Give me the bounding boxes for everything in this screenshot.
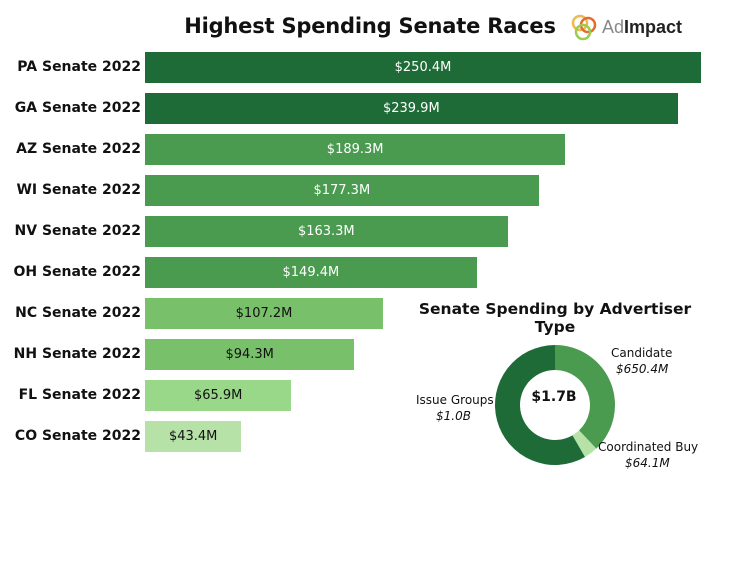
donut-slice-candidate [555, 345, 615, 449]
slice-label-coordinated-buy: Coordinated Buy [598, 440, 699, 454]
bar: $163.3M [145, 216, 508, 247]
bar-category-label: GA Senate 2022 [14, 100, 141, 116]
slice-value-issue-groups: $1.0B [436, 409, 471, 423]
bar-value-label: $107.2M [235, 306, 293, 321]
bar-category-label: FL Senate 2022 [18, 387, 141, 403]
bar: $189.3M [145, 134, 566, 165]
bar-category-label: NH Senate 2022 [13, 346, 141, 362]
bar: $239.9M [145, 93, 678, 124]
bar-value-label: $163.3M [297, 224, 355, 239]
donut-slice-coordinated-buy [572, 430, 597, 457]
bar-category-label: OH Senate 2022 [13, 264, 141, 280]
bar-value-label: $177.3M [313, 183, 371, 198]
bar: $149.4M [145, 257, 477, 288]
bar-category-label: AZ Senate 2022 [16, 141, 141, 157]
bar-value-label: $189.3M [326, 142, 384, 157]
donut-slice-issue-groups [495, 345, 585, 465]
bar-value-label: $65.9M [193, 388, 243, 403]
bar-category-label: WI Senate 2022 [16, 182, 141, 198]
bar: $107.2M [145, 298, 384, 329]
bar-category-label: CO Senate 2022 [14, 428, 141, 444]
adimpact-logo-text: AdImpact [602, 17, 682, 38]
bar: $65.9M [145, 380, 292, 411]
bar: $94.3M [145, 339, 355, 370]
adimpact-logo: AdImpact [570, 12, 682, 42]
bar-category-label: PA Senate 2022 [17, 59, 141, 75]
slice-value-candidate: $650.4M [616, 362, 669, 376]
logo-prefix: Ad [602, 16, 625, 37]
logo-suffix: Impact [624, 16, 683, 37]
bar-value-label: $149.4M [282, 265, 340, 280]
slice-label-candidate: Candidate [611, 346, 673, 360]
bar-value-label: $250.4M [394, 60, 452, 75]
bar-category-label: NV Senate 2022 [14, 223, 141, 239]
donut-title: Senate Spending by Advertiser Type [418, 300, 692, 336]
donut-chart [495, 345, 615, 465]
slice-value-coordinated-buy: $64.1M [625, 456, 670, 470]
chart-title: Highest Spending Senate Races [184, 14, 556, 38]
bar-category-label: NC Senate 2022 [15, 305, 141, 321]
bar-value-label: $94.3M [225, 347, 274, 362]
bar-value-label: $43.4M [168, 429, 218, 444]
bar: $43.4M [145, 421, 242, 452]
bar-value-label: $239.9M [382, 101, 440, 116]
adimpact-logo-icon [571, 14, 597, 41]
donut-center-total: $1.7B [531, 389, 577, 405]
bar: $177.3M [145, 175, 539, 206]
bar: $250.4M [145, 52, 701, 83]
slice-label-issue-groups: Issue Groups [416, 393, 494, 407]
